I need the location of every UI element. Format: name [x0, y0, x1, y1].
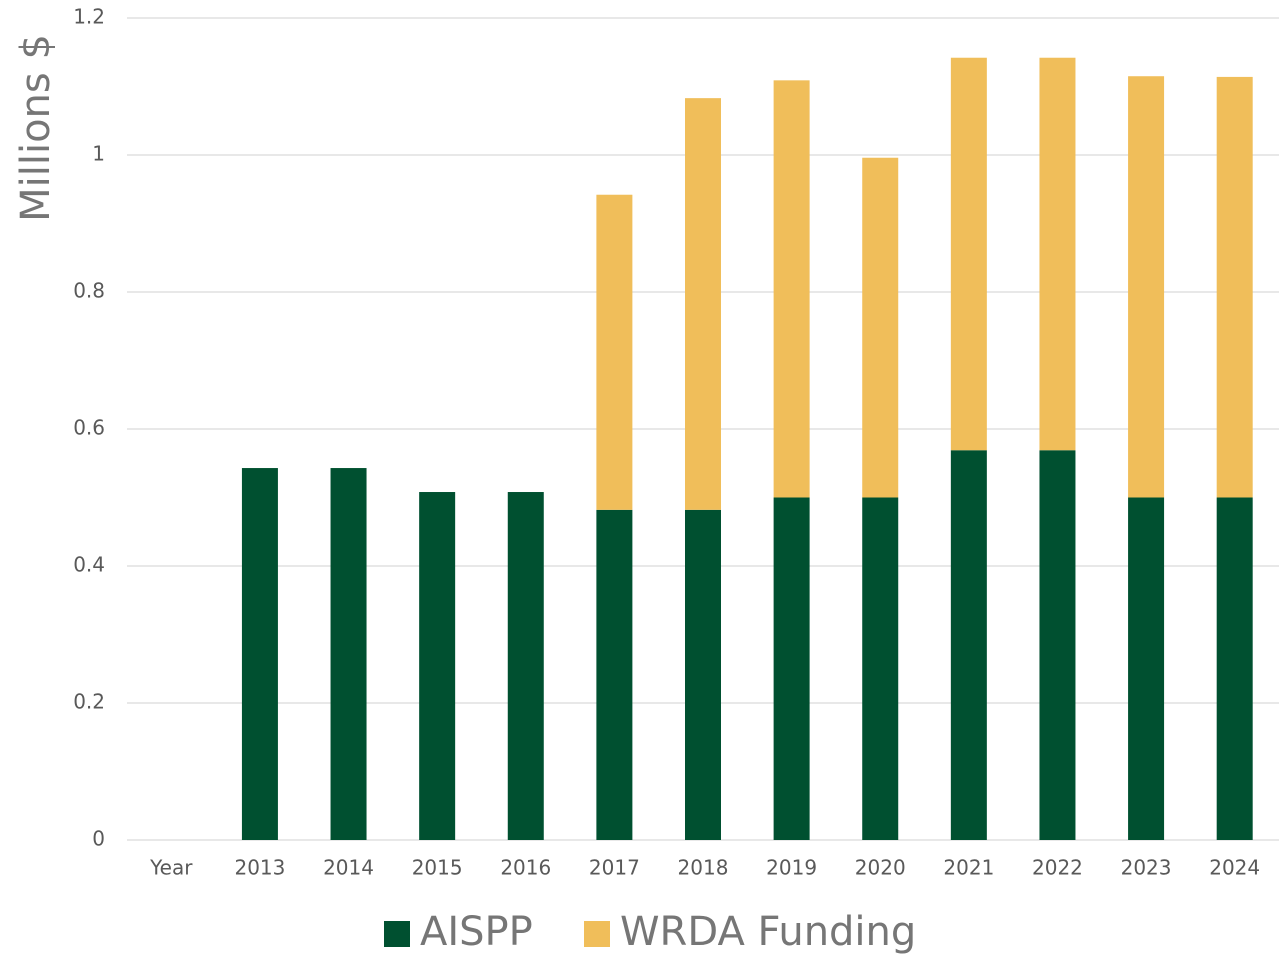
x-tick-label: 2021 [943, 856, 994, 880]
y-tick-label: 1.2 [73, 5, 105, 29]
bar-segment [773, 497, 810, 840]
bar-segment [596, 194, 633, 510]
bar-segment [950, 450, 987, 840]
bar-segment [950, 57, 987, 451]
x-tick-label: 2013 [234, 856, 285, 880]
legend-label: AISPP [420, 909, 533, 955]
legend-swatch [584, 921, 610, 947]
bar-segment [419, 492, 456, 840]
x-tick-label: 2018 [678, 856, 729, 880]
x-tick-label: 2022 [1032, 856, 1083, 880]
bar-segment [1128, 76, 1165, 498]
bar-segment [1216, 76, 1253, 498]
legend-label: WRDA Funding [620, 909, 916, 955]
bar-segment [685, 509, 721, 840]
bar-segment [1039, 450, 1076, 840]
bar-segment [596, 509, 633, 840]
x-tick-label: Year [149, 856, 193, 880]
x-tick-label: 2014 [323, 856, 374, 880]
x-tick-label: 2020 [855, 856, 906, 880]
bar-segment [1216, 497, 1253, 840]
x-tick-label: 2019 [766, 856, 817, 880]
y-tick-label: 0.6 [73, 416, 105, 440]
bar-segment [241, 468, 278, 840]
x-tick-label: 2015 [412, 856, 463, 880]
bar-segment [1128, 497, 1165, 840]
x-tick-label: 2017 [589, 856, 640, 880]
bar-segment [862, 497, 899, 840]
y-tick-label: 0.2 [73, 690, 105, 714]
bar-segment [330, 468, 367, 840]
y-tick-label: 0.4 [73, 553, 105, 577]
x-tick-label: 2016 [500, 856, 551, 880]
y-tick-label: 0 [92, 827, 105, 851]
y-tick-label: 0.8 [73, 279, 105, 303]
y-axis-label: Millions $ [13, 34, 59, 222]
bar-segment [773, 80, 810, 498]
bar-segment [507, 492, 544, 840]
bar-segment [685, 98, 721, 510]
bar-segment [862, 157, 899, 498]
x-tick-label: 2023 [1121, 856, 1172, 880]
y-tick-label: 1 [92, 142, 105, 166]
legend-swatch [384, 921, 410, 947]
x-tick-label: 2024 [1209, 856, 1260, 880]
bar-segment [1039, 57, 1076, 451]
